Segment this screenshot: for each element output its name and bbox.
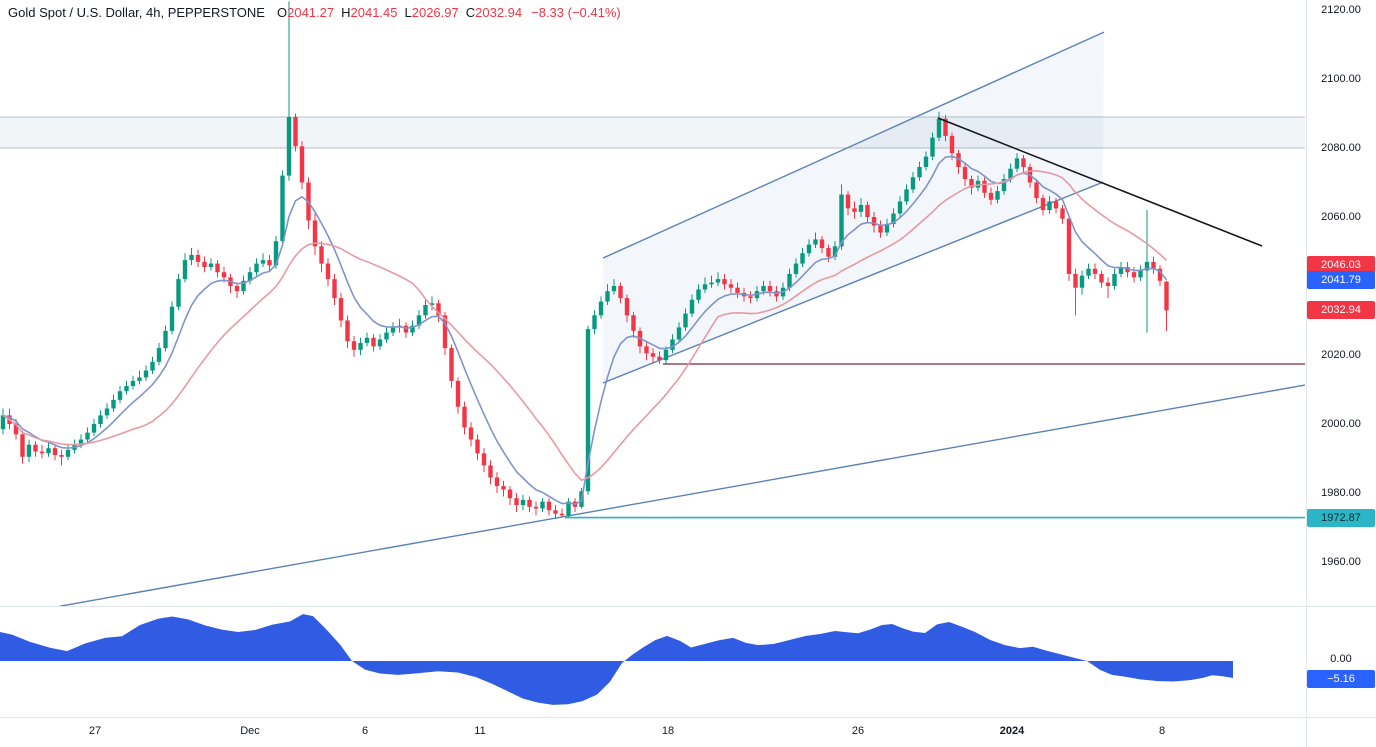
price-axis[interactable]: 2120.002100.002080.002060.002040.002020.… <box>1306 0 1376 717</box>
price-badge: −5.16 <box>1307 670 1375 689</box>
axis-tick-label: 2060.00 <box>1321 211 1361 223</box>
axis-tick-label: 2020.00 <box>1321 349 1361 361</box>
axis-tick-label: 0.00 <box>1330 653 1352 665</box>
price-change: −8.33 (−0.41%) <box>531 5 621 20</box>
axis-tick-label: 1980.00 <box>1321 487 1361 499</box>
price-badge: 1972.87 <box>1307 508 1375 527</box>
time-tick-label: 8 <box>1158 725 1166 737</box>
time-tick-label: 2024 <box>999 725 1025 737</box>
ohlc-item: H2041.45 <box>341 5 398 20</box>
chart-canvas[interactable] <box>0 0 1306 747</box>
time-tick-label: 18 <box>661 725 675 737</box>
axis-tick-label: 1960.00 <box>1321 556 1361 568</box>
price-badge: 2041.79 <box>1307 270 1375 289</box>
symbol-title[interactable]: Gold Spot / U.S. Dollar, 4h, PEPPERSTONE <box>8 5 265 20</box>
time-tick-label: Dec <box>240 725 260 737</box>
axis-tick-label: 2100.00 <box>1321 73 1361 85</box>
time-tick-label: 6 <box>361 725 369 737</box>
time-axis[interactable]: 27 Dec 6 11 18 26 2024 8 <box>0 717 1376 747</box>
ohlc-item: O2041.27 <box>276 5 335 20</box>
pane-separator[interactable] <box>0 606 1376 607</box>
time-tick-label: 27 <box>88 725 102 737</box>
price-badge: 2046.03 <box>1307 256 1375 275</box>
ohlc-item: L2026.97 <box>404 5 459 20</box>
price-badge: 2032.94 <box>1307 301 1375 320</box>
axis-tick-label: 2120.00 <box>1321 4 1361 16</box>
time-axis-separator <box>0 717 1376 718</box>
time-tick-label: 11 <box>474 725 486 737</box>
ohlc-readout: O2041.27 H2041.45 L2026.97 C2032.94 <box>277 5 529 20</box>
price-axis-separator <box>1306 0 1307 747</box>
axis-tick-label: 2080.00 <box>1321 142 1361 154</box>
time-tick-label: 26 <box>851 725 865 737</box>
symbol-legend: Gold Spot / U.S. Dollar, 4h, PEPPERSTONE… <box>8 5 621 20</box>
axis-tick-label: 2000.00 <box>1321 418 1361 430</box>
ohlc-item: C2032.94 <box>465 5 523 20</box>
